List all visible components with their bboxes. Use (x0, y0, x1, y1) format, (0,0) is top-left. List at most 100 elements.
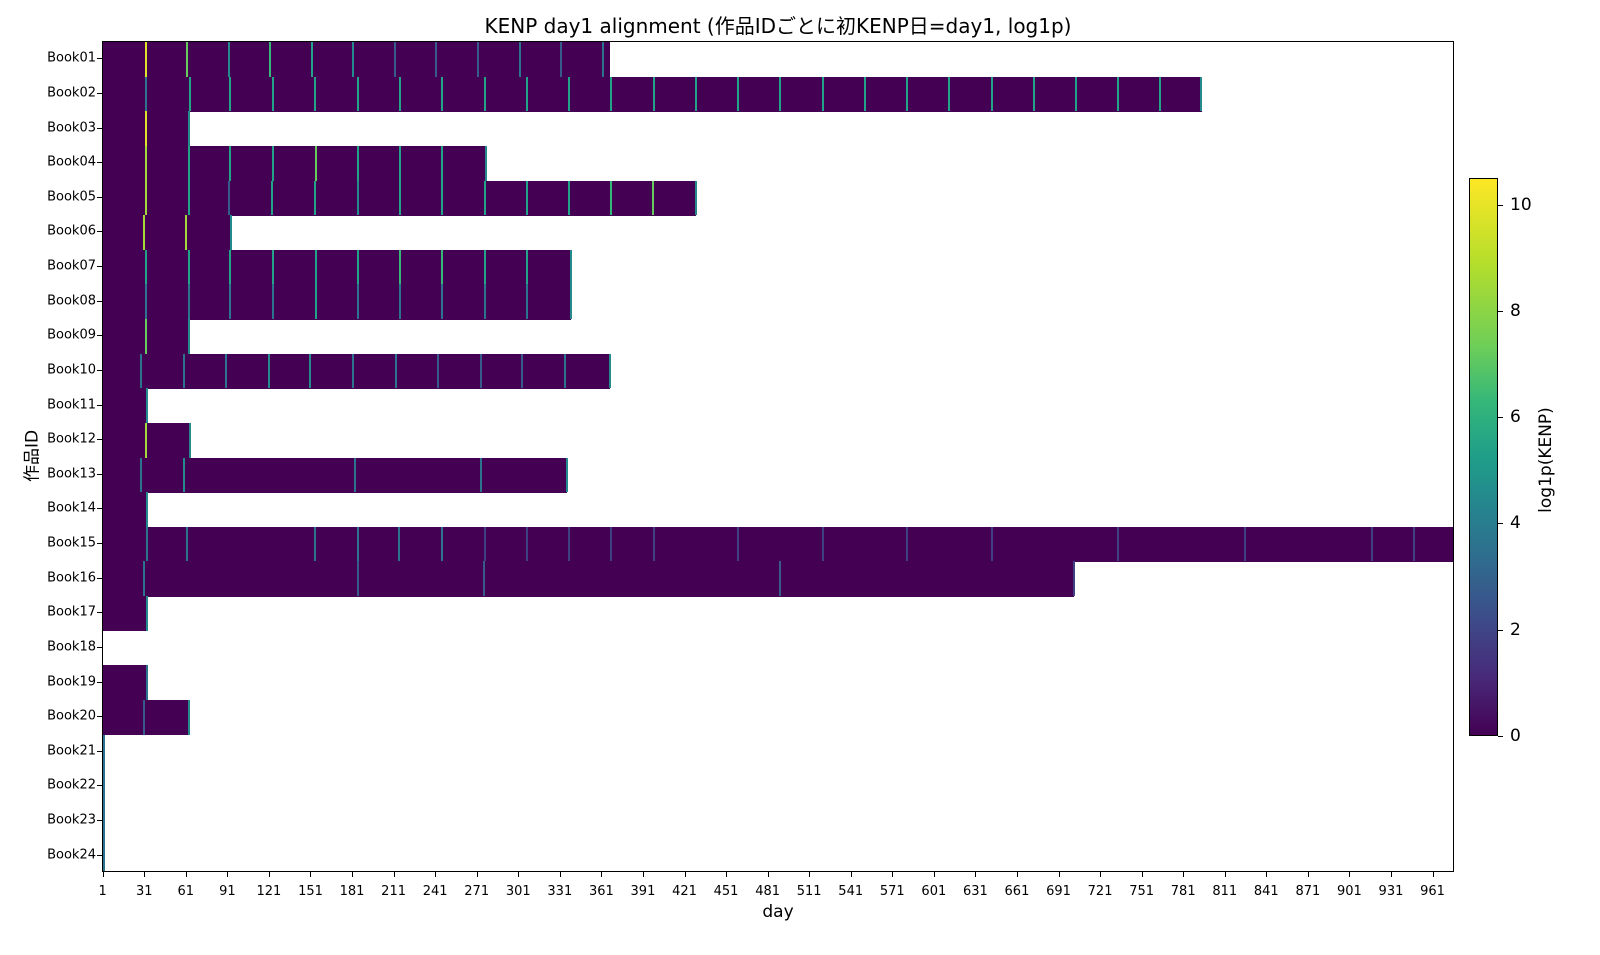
y-tick-mark (97, 335, 102, 337)
heatmap-spike (314, 284, 317, 319)
x-tick-mark (1058, 872, 1060, 877)
heatmap-spike (269, 42, 272, 77)
y-tick-label: Book02 (47, 85, 96, 101)
x-tick-mark (975, 872, 977, 877)
heatmap-spike (188, 422, 191, 458)
colorbar (1469, 178, 1498, 736)
x-tick-label: 121 (256, 884, 282, 899)
colorbar-label: log1p(KENP) (1536, 407, 1556, 513)
heatmap-spike (948, 76, 950, 112)
heatmap-row (103, 457, 568, 493)
heatmap-row (103, 42, 610, 78)
heatmap-spike (267, 353, 270, 389)
heatmap-spike (187, 249, 190, 285)
y-tick-mark (97, 543, 102, 545)
x-tick-label: 181 (339, 884, 365, 899)
heatmap-spike (314, 145, 317, 181)
heatmap-spike (187, 111, 190, 146)
x-tick-mark (435, 872, 437, 877)
y-tick-label: Book19 (47, 674, 96, 690)
heatmap-spike (564, 353, 567, 389)
heatmap-spike (140, 353, 143, 389)
y-tick-mark (97, 785, 102, 787)
heatmap-spike (399, 76, 402, 112)
y-tick-mark (97, 300, 102, 302)
chart-title: KENP day1 alignment (作品IDごとに初KENP日=day1,… (484, 14, 1072, 38)
heatmap-spike (990, 76, 993, 112)
x-tick-label: 751 (1129, 884, 1155, 899)
x-tick-label: 31 (135, 884, 153, 899)
y-tick-mark (97, 196, 102, 198)
x-tick-label: 781 (1170, 884, 1196, 899)
heatmap-spike (441, 76, 443, 112)
heatmap-spike (601, 42, 604, 77)
heatmap-spike (398, 526, 401, 562)
x-tick-mark (1432, 872, 1434, 877)
y-tick-mark (97, 681, 102, 683)
heatmap-spike (145, 665, 148, 700)
x-tick-mark (102, 872, 104, 877)
x-tick-label: 631 (962, 884, 988, 899)
y-tick-mark (97, 473, 102, 475)
x-tick-mark (476, 872, 478, 877)
x-tick-mark (850, 872, 852, 877)
heatmap-spike (1117, 76, 1119, 112)
heatmap-spike (525, 180, 528, 216)
colorbar-tick-label: 8 (1510, 300, 1521, 321)
heatmap-spike (144, 42, 147, 77)
x-tick-mark (933, 872, 935, 877)
heatmap-spike (1072, 561, 1075, 596)
heatmap-row (103, 388, 148, 424)
x-tick-mark (1183, 872, 1185, 877)
heatmap-spike (1075, 76, 1078, 112)
y-tick-mark (97, 266, 102, 268)
x-tick-mark (684, 872, 686, 877)
heatmap-spike (483, 180, 486, 216)
heatmap-spike (144, 284, 147, 319)
heatmap-spike (353, 457, 356, 493)
y-tick-mark (97, 716, 102, 718)
y-tick-label: Book23 (47, 812, 96, 828)
heatmap-spike (356, 180, 359, 216)
heatmap-spike (272, 76, 274, 112)
heatmap-spike (694, 76, 697, 112)
x-tick-mark (268, 872, 270, 877)
x-tick-label: 871 (1295, 884, 1321, 899)
x-tick-mark (809, 872, 811, 877)
x-tick-label: 541 (838, 884, 864, 899)
heatmap-spike (399, 249, 402, 285)
heatmap-spike (356, 526, 359, 562)
heatmap-spike (143, 699, 146, 735)
heatmap-spike (184, 215, 187, 250)
x-tick-label: 391 (630, 884, 656, 899)
heatmap-spike (356, 76, 359, 112)
heatmap-spike (145, 526, 148, 562)
heatmap-spike (270, 180, 273, 216)
x-tick-label: 91 (219, 884, 236, 899)
x-tick-mark (352, 872, 354, 877)
heatmap-spike (779, 561, 781, 596)
x-tick-mark (185, 872, 187, 877)
y-axis-label: 作品ID (22, 429, 43, 483)
heatmap-spike (479, 457, 482, 493)
x-tick-mark (1016, 872, 1018, 877)
y-tick-label: Book13 (47, 466, 96, 482)
heatmap-spike (485, 145, 488, 181)
heatmap-spike (229, 145, 232, 181)
y-tick-label: Book09 (47, 327, 96, 343)
y-tick-label: Book22 (47, 777, 96, 793)
heatmap-spike (188, 76, 191, 112)
heatmap-spike (356, 249, 359, 285)
heatmap-spike (314, 249, 317, 285)
heatmap-spike (483, 284, 486, 319)
heatmap-spike (352, 42, 355, 77)
x-tick-mark (767, 872, 769, 877)
x-tick-label: 931 (1378, 884, 1404, 899)
y-tick-mark (97, 439, 102, 441)
y-tick-mark (97, 750, 102, 752)
y-tick-mark (97, 162, 102, 164)
y-tick-mark (97, 577, 102, 579)
heatmap-row (103, 284, 572, 320)
x-tick-mark (1224, 872, 1226, 877)
heatmap-spike (435, 42, 438, 77)
